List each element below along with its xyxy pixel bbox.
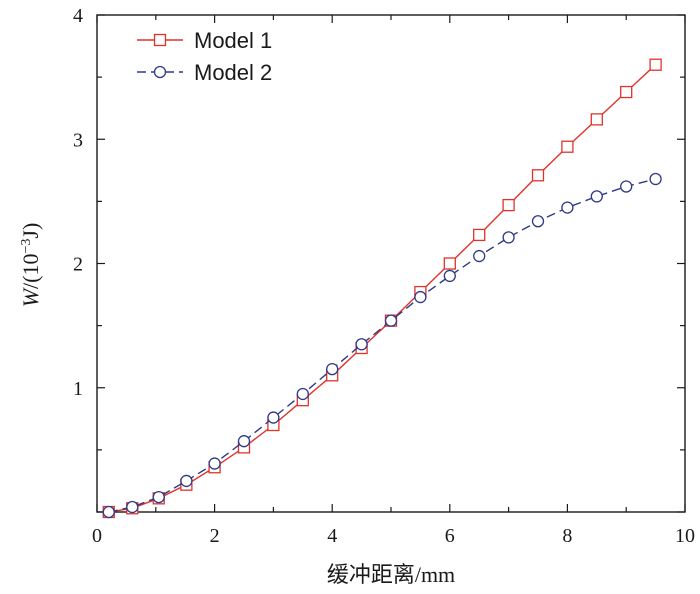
x-tick-label: 4 xyxy=(327,525,337,547)
y-axis-unit-exp: −3 xyxy=(19,239,34,254)
y-axis-title: W/(10−3J) xyxy=(18,223,43,308)
legend-marker-model-2 xyxy=(153,65,167,79)
data-point-model-2 xyxy=(620,180,633,193)
data-point-model-2 xyxy=(267,411,280,424)
data-point-model-1 xyxy=(531,169,545,182)
x-tick-label: 6 xyxy=(445,525,455,547)
series-layer xyxy=(102,58,662,519)
x-tick-label: 0 xyxy=(92,525,102,547)
y-tick-label: 1 xyxy=(73,378,83,400)
data-point-model-2 xyxy=(384,314,398,327)
data-point-model-2 xyxy=(355,338,368,351)
y-axis-unit-close: J) xyxy=(18,223,43,239)
data-point-model-2 xyxy=(180,474,193,488)
x-tick-label: 8 xyxy=(562,525,572,547)
data-point-model-1 xyxy=(443,257,456,270)
data-point-model-2 xyxy=(152,490,165,504)
y-tick-label: 2 xyxy=(73,254,83,276)
data-point-model-1 xyxy=(502,198,515,212)
series-line-model-1 xyxy=(108,64,657,513)
data-point-model-1 xyxy=(649,58,662,71)
legend-marker-model-1 xyxy=(153,33,167,47)
x-axis-title: 缓冲距离/mm xyxy=(327,562,455,587)
data-point-model-2 xyxy=(473,249,486,263)
plot-frame xyxy=(96,14,686,513)
data-point-model-2 xyxy=(102,505,115,519)
data-point-model-2 xyxy=(590,190,603,203)
legend: Model 1 Model 2 xyxy=(137,28,272,85)
data-point-model-2 xyxy=(443,269,456,283)
axis-ticks xyxy=(96,14,686,513)
data-point-model-2 xyxy=(237,435,251,448)
legend-label-model-2: Model 2 xyxy=(194,60,272,85)
data-point-model-2 xyxy=(326,362,339,376)
data-point-model-1 xyxy=(620,85,633,99)
data-point-model-2 xyxy=(296,387,309,401)
y-tick-label: 3 xyxy=(73,129,83,151)
y-axis-unit-open: /(10 xyxy=(18,254,43,289)
data-point-model-2 xyxy=(208,457,221,470)
data-point-model-2 xyxy=(414,290,427,304)
y-tick-label: 4 xyxy=(73,5,83,27)
data-point-model-1 xyxy=(561,140,574,153)
series-line-model-2 xyxy=(108,178,656,513)
data-point-model-1 xyxy=(590,113,603,126)
data-point-model-2 xyxy=(649,172,662,186)
data-point-model-1 xyxy=(473,228,486,242)
data-point-model-2 xyxy=(561,201,574,214)
legend-label-model-1: Model 1 xyxy=(194,28,272,53)
x-tick-label: 10 xyxy=(675,525,695,547)
x-tick-label: 2 xyxy=(210,525,220,547)
y-axis-var: W xyxy=(18,287,43,307)
data-point-model-2 xyxy=(502,231,515,244)
data-point-model-2 xyxy=(126,500,139,514)
data-point-model-2 xyxy=(531,215,545,228)
